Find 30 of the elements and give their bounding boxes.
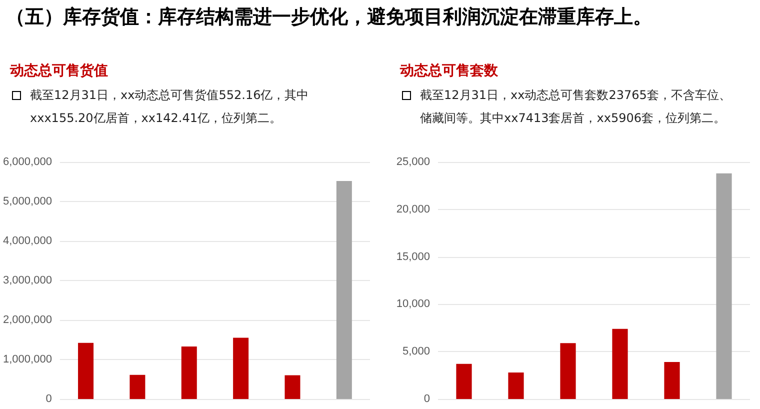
bar — [284, 375, 300, 399]
y-tick-label: 5,000 — [402, 346, 430, 358]
chart-subtitle: 动态总可售套数 — [400, 62, 498, 80]
bar — [612, 328, 628, 399]
y-tick-label: 3,000,000 — [3, 274, 52, 286]
bar — [130, 374, 146, 399]
y-tick-label: 6,000,000 — [3, 156, 52, 168]
y-tick-label: 20,000 — [396, 203, 430, 216]
y-tick-label: 10,000 — [396, 298, 430, 310]
text: 截至12月31日，xx动态总可售货值552.16亿，其中xxx155.20亿居首，xx142.41亿，位列第二。 — [30, 87, 310, 127]
y-tick-label: 0 — [424, 393, 430, 405]
bar — [456, 364, 472, 399]
y-tick-label: 0 — [46, 393, 52, 405]
bar — [716, 173, 732, 399]
bar — [664, 362, 680, 399]
y-tick-label: 4,000,000 — [3, 235, 52, 247]
text: 截至12月31日，xx动态总可售套数23765套，不含车位、储藏间等。其中xx7413套居首，xx5906套，位列第二。 — [420, 87, 732, 127]
y-tick-label: 2,000,000 — [3, 314, 52, 326]
y-tick-label: 5,000,000 — [3, 196, 52, 208]
bar — [233, 338, 249, 399]
bar — [336, 180, 352, 399]
bar — [181, 346, 197, 399]
chart-subtitle: 动态总可售货值 — [10, 62, 108, 80]
y-tick-label: 1,000,000 — [3, 354, 52, 366]
bar — [78, 342, 94, 399]
chart-title: （五）库存货值：库存结构需进一步优化，避免项目利润沉淀在滞重库存上。 — [6, 5, 652, 30]
bar — [560, 343, 576, 399]
y-tick-label: 15,000 — [396, 250, 430, 263]
y-tick-label: 25,000 — [396, 156, 430, 168]
bar — [508, 372, 524, 399]
